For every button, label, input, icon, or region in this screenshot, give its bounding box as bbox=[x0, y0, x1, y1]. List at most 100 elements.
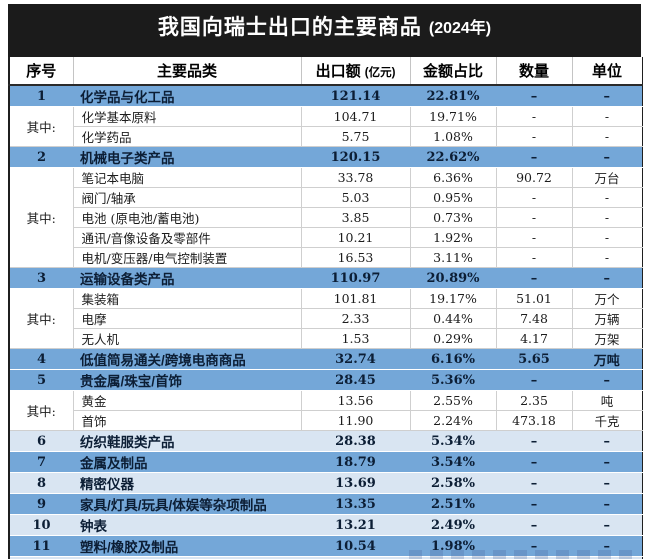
group-label: 其中: bbox=[9, 288, 74, 349]
row-export: 16.53 bbox=[301, 247, 411, 268]
row-unit: – bbox=[572, 535, 642, 557]
page-title: 我国向瑞士出口的主要商品 bbox=[157, 15, 422, 39]
row-share: 2.24% bbox=[410, 410, 497, 431]
sub-row: 电机/变压器/电气控制装置 16.53 3.11% - - bbox=[9, 247, 642, 268]
row-share: 1.92% bbox=[410, 227, 497, 248]
row-export: 4.95 bbox=[301, 556, 410, 559]
row-share: 5.36% bbox=[410, 369, 496, 391]
row-share: 3.11% bbox=[410, 247, 497, 268]
group-label: 其中: bbox=[9, 390, 74, 431]
row-no: 9 bbox=[9, 493, 73, 515]
group-label: 其中: bbox=[9, 106, 74, 147]
row-qty: 473.18 bbox=[496, 410, 573, 431]
sub-row: 其中: 化学基本原料 104.71 19.71% - - bbox=[9, 106, 642, 147]
row-unit: - bbox=[572, 187, 642, 208]
row-category: 通讯/音像设备及零部件 bbox=[73, 227, 302, 248]
row-qty: - bbox=[496, 207, 573, 228]
page-title-year: (2024年) bbox=[428, 19, 492, 37]
row-category: 贵金属/珠宝/首饰 bbox=[73, 369, 301, 391]
row-unit: – bbox=[572, 514, 642, 536]
row-export: 5.75 bbox=[301, 126, 411, 147]
category-row: 11 塑料/橡胶及制品 10.54 1.98% – – bbox=[9, 535, 642, 557]
row-qty: – bbox=[496, 493, 572, 515]
row-no: 8 bbox=[9, 472, 73, 494]
export-table-sheet: 我国向瑞士出口的主要商品 (2024年) 序号 主要品类 出口额 (亿元) 金额… bbox=[8, 4, 643, 559]
row-export: 1.53 bbox=[301, 328, 411, 349]
row-export: 2.33 bbox=[301, 308, 411, 329]
category-row: 1 化学品与化工品 121.14 22.81% – – bbox=[9, 85, 642, 107]
row-no: 5 bbox=[9, 369, 73, 391]
row-share: 2.51% bbox=[410, 493, 496, 515]
row-category: 精密仪器 bbox=[73, 472, 301, 494]
row-share: 2.49% bbox=[410, 514, 496, 536]
sub-row: 电摩 2.33 0.44% 7.48 万辆 bbox=[9, 308, 642, 329]
row-export: 28.45 bbox=[301, 369, 410, 391]
row-category: 电机/变压器/电气控制装置 bbox=[73, 247, 302, 268]
row-no: 12 bbox=[9, 556, 73, 559]
row-qty: - bbox=[496, 187, 573, 208]
row-export: 104.71 bbox=[301, 106, 411, 127]
row-qty: – bbox=[496, 85, 572, 107]
row-unit: - bbox=[572, 126, 642, 147]
row-unit: – bbox=[572, 556, 642, 559]
row-export: 32.74 bbox=[301, 348, 410, 370]
row-category: 阀门/轴承 bbox=[73, 187, 302, 208]
row-qty: – bbox=[496, 369, 572, 391]
row-share: 6.36% bbox=[410, 167, 497, 188]
category-row: 2 机械电子类产品 120.15 22.62% – – bbox=[9, 146, 642, 168]
row-export: 13.69 bbox=[301, 472, 410, 494]
row-share: 20.89% bbox=[410, 267, 496, 289]
row-qty: – bbox=[496, 430, 572, 452]
row-no: 1 bbox=[9, 85, 73, 107]
row-qty: - bbox=[496, 247, 573, 268]
row-unit: – bbox=[572, 430, 642, 452]
row-qty: – bbox=[496, 514, 572, 536]
row-unit: 千克 bbox=[572, 410, 642, 431]
sub-row: 首饰 11.90 2.24% 473.18 千克 bbox=[9, 410, 642, 431]
col-header-export: 出口额 (亿元) bbox=[301, 57, 411, 86]
row-qty: – bbox=[496, 535, 572, 557]
row-no: 11 bbox=[9, 535, 73, 557]
col-header-share: 金额占比 bbox=[410, 57, 497, 86]
row-export: 13.21 bbox=[301, 514, 410, 536]
category-row: 5 贵金属/珠宝/首饰 28.45 5.36% – – bbox=[9, 369, 642, 391]
row-share: 19.71% bbox=[410, 106, 497, 127]
row-unit: 万台 bbox=[572, 167, 642, 188]
row-export: 13.56 bbox=[301, 390, 411, 411]
row-qty: 90.72 bbox=[496, 167, 573, 188]
row-export: 11.90 bbox=[301, 410, 411, 431]
row-qty: 51.01 bbox=[496, 288, 573, 309]
row-share: 2.58% bbox=[410, 472, 496, 494]
row-export: 28.38 bbox=[301, 430, 410, 452]
row-share: 6.16% bbox=[410, 348, 496, 370]
export-commodities-table: 序号 主要品类 出口额 (亿元) 金额占比 数量 单位 1 化学品与化工品 121.… bbox=[8, 57, 643, 559]
row-share: 0.93% bbox=[410, 556, 496, 559]
row-category: 纺织鞋服类产品 bbox=[73, 430, 301, 452]
row-export: 120.15 bbox=[301, 146, 410, 168]
table-title-bar: 我国向瑞士出口的主要商品 (2024年) bbox=[8, 4, 641, 57]
row-share: 22.62% bbox=[410, 146, 496, 168]
row-category: 首饰 bbox=[73, 410, 302, 431]
row-no: 2 bbox=[9, 146, 73, 168]
group-label: 其中: bbox=[9, 167, 74, 268]
row-category: 金属及制品 bbox=[73, 451, 301, 473]
row-no: 10 bbox=[9, 514, 73, 536]
row-no: 3 bbox=[9, 267, 73, 289]
col-header-category: 主要品类 bbox=[73, 57, 302, 86]
row-no: 6 bbox=[9, 430, 73, 452]
row-category: 皮革品/箱包 bbox=[73, 556, 301, 559]
row-category: 化学品与化工品 bbox=[73, 85, 301, 107]
row-export: 110.97 bbox=[301, 267, 410, 289]
category-row: 12皮革品/箱包4.950.93%–– bbox=[9, 556, 642, 559]
row-unit: 万架 bbox=[572, 328, 642, 349]
row-share: 0.44% bbox=[410, 308, 497, 329]
row-share: 2.55% bbox=[410, 390, 497, 411]
row-unit: 万吨 bbox=[572, 348, 642, 370]
row-qty: - bbox=[496, 227, 573, 248]
row-no: 4 bbox=[9, 348, 73, 370]
sub-row: 化学药品 5.75 1.08% - - bbox=[9, 126, 642, 147]
row-export: 33.78 bbox=[301, 167, 411, 188]
sub-row: 阀门/轴承 5.03 0.95% - - bbox=[9, 187, 642, 208]
row-share: 0.29% bbox=[410, 328, 497, 349]
row-category: 黄金 bbox=[73, 390, 302, 411]
